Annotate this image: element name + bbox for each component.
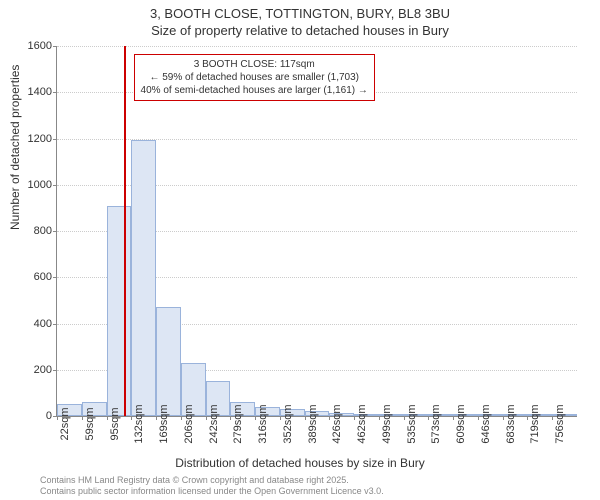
xtick-label: 499sqm <box>381 404 393 443</box>
chart-container: 3, BOOTH CLOSE, TOTTINGTON, BURY, BL8 3B… <box>0 0 600 500</box>
footer-line2: Contains public sector information licen… <box>40 486 384 498</box>
xtick-label: 169sqm <box>158 404 170 443</box>
annotation-callout: 3 BOOTH CLOSE: 117sqm← 59% of detached h… <box>134 54 375 101</box>
annotation-line2: ← 59% of detached houses are smaller (1,… <box>141 71 368 84</box>
ytick-label: 1600 <box>0 40 52 52</box>
ytick-mark <box>53 185 57 186</box>
xtick-label: 59sqm <box>84 407 96 440</box>
histogram-bar <box>131 140 156 416</box>
xtick-label: 22sqm <box>59 407 71 440</box>
xtick-mark <box>404 416 405 420</box>
xtick-mark <box>255 416 256 420</box>
xtick-label: 756sqm <box>554 404 566 443</box>
xtick-mark <box>478 416 479 420</box>
xtick-label: 206sqm <box>183 404 195 443</box>
xtick-mark <box>305 416 306 420</box>
ytick-label: 0 <box>0 410 52 422</box>
ytick-label: 400 <box>0 318 52 330</box>
xtick-label: 389sqm <box>307 404 319 443</box>
xtick-mark <box>503 416 504 420</box>
xtick-label: 646sqm <box>480 404 492 443</box>
xtick-label: 132sqm <box>133 404 145 443</box>
xtick-label: 535sqm <box>406 404 418 443</box>
xtick-label: 683sqm <box>505 404 517 443</box>
xtick-mark <box>206 416 207 420</box>
footer-attribution: Contains HM Land Registry data © Crown c… <box>40 475 384 498</box>
plot-area: 3 BOOTH CLOSE: 117sqm← 59% of detached h… <box>56 46 577 417</box>
ytick-label: 1400 <box>0 86 52 98</box>
xtick-mark <box>57 416 58 420</box>
xtick-mark <box>82 416 83 420</box>
reference-marker-line <box>124 46 126 416</box>
xtick-label: 316sqm <box>257 404 269 443</box>
xtick-label: 279sqm <box>232 404 244 443</box>
xtick-label: 719sqm <box>529 404 541 443</box>
ytick-label: 200 <box>0 364 52 376</box>
ytick-mark <box>53 277 57 278</box>
xtick-mark <box>354 416 355 420</box>
title-main: 3, BOOTH CLOSE, TOTTINGTON, BURY, BL8 3B… <box>0 0 600 21</box>
ytick-mark <box>53 46 57 47</box>
xtick-label: 609sqm <box>455 404 467 443</box>
ytick-mark <box>53 92 57 93</box>
xtick-label: 242sqm <box>208 404 220 443</box>
annotation-line1: 3 BOOTH CLOSE: 117sqm <box>141 58 368 71</box>
xtick-label: 352sqm <box>282 404 294 443</box>
xtick-mark <box>379 416 380 420</box>
ytick-label: 800 <box>0 225 52 237</box>
ytick-mark <box>53 370 57 371</box>
xtick-label: 462sqm <box>356 404 368 443</box>
ytick-label: 1000 <box>0 179 52 191</box>
xtick-mark <box>107 416 108 420</box>
histogram-bar <box>107 206 132 416</box>
ytick-label: 600 <box>0 271 52 283</box>
annotation-line3: 40% of semi-detached houses are larger (… <box>141 84 368 97</box>
ytick-mark <box>53 231 57 232</box>
ytick-label: 1200 <box>0 133 52 145</box>
xtick-label: 573sqm <box>430 404 442 443</box>
footer-line1: Contains HM Land Registry data © Crown c… <box>40 475 384 487</box>
xtick-label: 95sqm <box>109 407 121 440</box>
ytick-mark <box>53 324 57 325</box>
xtick-mark <box>156 416 157 420</box>
gridline <box>57 46 577 47</box>
histogram-bar <box>156 307 181 416</box>
xtick-label: 426sqm <box>331 404 343 443</box>
title-sub: Size of property relative to detached ho… <box>0 23 600 38</box>
ytick-mark <box>53 139 57 140</box>
x-axis-label: Distribution of detached houses by size … <box>0 456 600 470</box>
xtick-mark <box>280 416 281 420</box>
xtick-mark <box>181 416 182 420</box>
